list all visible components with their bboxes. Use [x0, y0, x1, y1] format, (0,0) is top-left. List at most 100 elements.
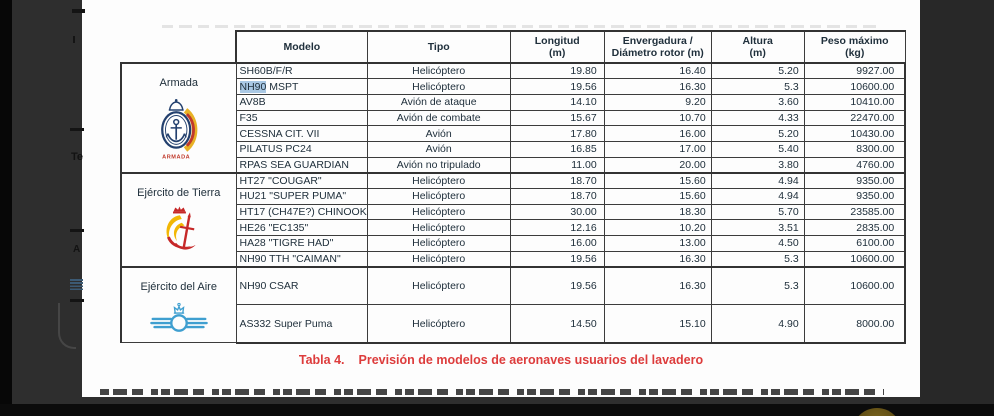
cell-modelo: HA28 "TIGRE HAD" — [235, 235, 368, 252]
clipped-text-line-bottom — [100, 389, 884, 395]
cell-altura: 4.50 — [710, 235, 805, 252]
table-row: RPAS SEA GUARDIAN Avión no tripulado 11.00… — [121, 156, 907, 174]
col-header-line: Peso máximo — [820, 34, 889, 47]
table-row: NH90 MSPT Helicóptero 19.56 16.30 5.3 10600.0… — [121, 78, 907, 95]
cell-envergadura: 18.30 — [603, 203, 712, 221]
cell-tipo: Helicóptero — [366, 78, 511, 95]
cell-altura: 4.33 — [710, 109, 805, 127]
clipped-rounded-corner — [58, 303, 76, 349]
cell-peso: 9350.00 — [803, 188, 907, 205]
table-row: AV8B Avión de ataque 14.10 9.20 3.60 10410.00 — [121, 93, 907, 111]
cell-envergadura: 15.10 — [603, 304, 712, 344]
cell-tipo: Avión de ataque — [366, 93, 511, 111]
table-row: HA28 "TIGRE HAD" Helicóptero 16.00 13.00 4.5… — [121, 235, 907, 252]
cell-longitud: 19.80 — [509, 62, 605, 80]
viewer-right-margin — [920, 0, 994, 416]
table-row: HU21 "SUPER PUMA" Helicóptero 18.70 15.60 4.… — [121, 188, 907, 205]
cell-peso: 2835.00 — [803, 219, 907, 237]
cell-modelo: HU21 "SUPER PUMA" — [235, 188, 368, 205]
table-row: F35 Avión de combate 15.67 10.70 4.33 22470.0… — [121, 109, 907, 127]
table-row: NH90 TTH "CAIMAN" Helicóptero 19.56 16.30 5.… — [121, 250, 907, 268]
cell-peso: 4760.00 — [803, 156, 907, 174]
cell-envergadura: 15.60 — [603, 171, 712, 189]
cell-longitud: 17.80 — [509, 125, 605, 142]
group-label: Ejército del Aire — [140, 280, 217, 293]
cell-envergadura: 16.00 — [603, 125, 712, 142]
cell-peso: 10600.00 — [803, 265, 907, 306]
cell-envergadura: 13.00 — [603, 235, 712, 252]
anchor-icon — [165, 118, 187, 142]
ejercito-tierra-emblem — [166, 206, 196, 251]
table-row: Ejército de Tierra HT27 "COUGAR" Helicópt… — [120, 171, 907, 268]
cell-longitud: 12.16 — [509, 219, 605, 237]
cell-envergadura: 9.20 — [603, 93, 712, 111]
col-header-unit: (kg) — [845, 47, 865, 59]
cell-tipo: Helicóptero — [366, 235, 511, 252]
cell-modelo: NH90 CSAR — [235, 265, 368, 306]
floating-action-button[interactable] — [852, 408, 902, 416]
cell-tipo: Avión de combate — [366, 109, 511, 127]
cell-peso: 9927.00 — [803, 62, 907, 80]
cell-envergadura: 16.40 — [603, 62, 712, 80]
cell-peso: 10430.00 — [803, 125, 907, 142]
group-label: Armada — [159, 77, 199, 89]
cell-tipo: Helicóptero — [366, 171, 511, 189]
clipped-text-line-top — [162, 25, 878, 28]
cell-tipo: Avión — [366, 140, 511, 158]
cell-longitud: 18.70 — [509, 188, 605, 205]
cell-modelo: SH60B/F/R — [235, 62, 368, 80]
cell-longitud: 15.67 — [509, 109, 605, 127]
cell-envergadura: 10.70 — [603, 109, 712, 127]
cell-altura: 5.40 — [710, 140, 805, 158]
armada-emblem-caption: ARMADA — [162, 154, 190, 160]
cell-tipo: Avión no tripulado — [366, 156, 511, 174]
cell-modelo: NH90 TTH "CAIMAN" — [235, 250, 368, 268]
cell-envergadura: 10.20 — [603, 219, 712, 237]
cell-altura: 3.80 — [710, 156, 805, 174]
cell-altura: 5.70 — [710, 203, 805, 221]
selection-highlight: NH90 — [239, 80, 267, 93]
cell-envergadura: 16.30 — [603, 265, 712, 306]
table-row: PILATUS PC24 Avión 16.85 17.00 5.40 8300.00 — [121, 140, 907, 158]
col-header-line: Modelo — [283, 40, 321, 53]
cell-longitud: 19.56 — [509, 78, 605, 95]
table-caption-text: Previsión de modelos de aeronaves usuari… — [358, 353, 704, 367]
cell-peso: 10600.00 — [803, 250, 907, 268]
list-lines-icon — [70, 279, 83, 290]
col-header-altura: Altura (m) — [710, 30, 805, 64]
cell-tipo: Avión — [366, 125, 511, 142]
clipped-fragment-tick — [73, 36, 75, 43]
col-header-longitud: Longitud (m) — [509, 30, 605, 64]
col-header-line: Envergadura / — [622, 34, 693, 47]
cell-modelo: HE26 "EC135" — [235, 219, 368, 237]
cell-modelo: RPAS SEA GUARDIAN — [235, 156, 368, 174]
col-header-envergadura: Envergadura / Diámetro rotor (m) — [603, 30, 712, 64]
cell-modelo: HT27 "COUGAR" — [235, 171, 368, 189]
clipped-letter-fragment: A — [73, 244, 81, 255]
clipped-letter-fragment: Te — [71, 151, 84, 163]
cell-longitud: 16.85 — [509, 140, 605, 158]
group-cell-tierra: Ejército de Tierra — [120, 171, 237, 268]
cell-longitud: 11.00 — [509, 156, 605, 174]
group-cell-armada: Armada ARMADA — [120, 62, 237, 174]
document-page: Modelo Tipo Longitud (m) Envergadura / D… — [82, 0, 920, 397]
aircraft-table: Modelo Tipo Longitud (m) Envergadura / D… — [120, 30, 907, 344]
cell-modelo: PILATUS PC24 — [235, 140, 368, 158]
cell-envergadura: 15.60 — [603, 188, 712, 205]
cell-altura: 5.3 — [710, 250, 805, 268]
table-row: AS332 Super Puma Helicóptero 14.50 15.10 4.9… — [121, 304, 907, 344]
cell-altura: 3.51 — [710, 219, 805, 237]
cell-altura: 4.94 — [710, 171, 805, 189]
cell-tipo: Helicóptero — [366, 250, 511, 268]
cell-altura: 3.60 — [710, 93, 805, 111]
clipped-fragment-dash — [70, 229, 84, 232]
cell-altura: 5.3 — [710, 78, 805, 95]
cell-longitud: 19.56 — [509, 265, 605, 306]
cell-peso: 23585.00 — [803, 203, 907, 221]
cell-modelo: AV8B — [235, 93, 368, 111]
col-header-modelo: Modelo — [234, 30, 368, 64]
col-header-line: Longitud — [534, 34, 580, 47]
col-header-peso: Peso máximo (kg) — [803, 30, 906, 64]
cell-modelo: CESSNA CIT. VII — [235, 125, 368, 142]
cell-longitud: 14.10 — [509, 93, 605, 111]
